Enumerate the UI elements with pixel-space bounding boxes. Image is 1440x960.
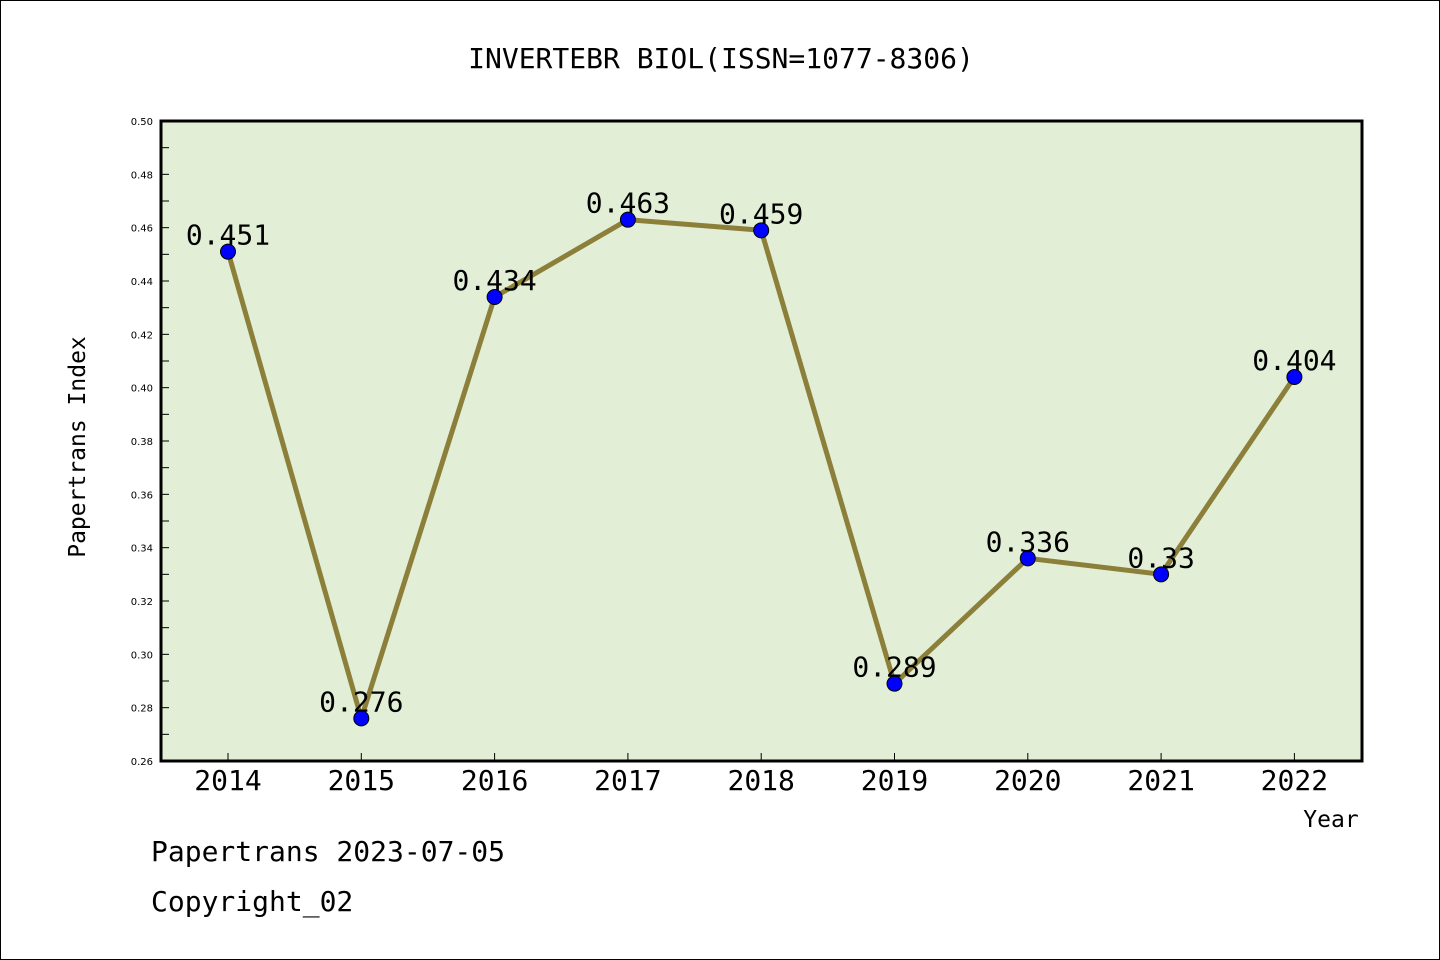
- y-tick-label: 0.26: [131, 757, 153, 768]
- data-label: 0.33: [1127, 541, 1194, 574]
- y-tick-label: 0.50: [131, 117, 153, 128]
- y-tick-label: 0.44: [131, 277, 153, 288]
- data-point: [220, 243, 236, 260]
- data-point: [353, 710, 370, 727]
- y-tick-label: 0.32: [131, 597, 153, 608]
- y-tick-label: 0.46: [131, 224, 153, 235]
- x-tick-label: 2016: [461, 764, 528, 797]
- data-point: [753, 222, 770, 239]
- x-tick-label: 2021: [1127, 764, 1194, 797]
- x-tick-label: 2018: [727, 764, 794, 797]
- y-tick-label: 0.30: [131, 650, 153, 661]
- data-label: 0.289: [852, 651, 936, 684]
- x-tick-label: 2022: [1261, 764, 1328, 797]
- footer-copyright: Copyright_02: [151, 885, 354, 918]
- y-tick-label: 0.28: [131, 704, 153, 715]
- y-axis-title: Papertrans Index: [65, 336, 91, 558]
- footer-date: Papertrans 2023-07-05: [151, 835, 506, 868]
- y-tick-label: 0.34: [131, 544, 153, 555]
- series-group: [220, 211, 1303, 727]
- x-tick-label: 2017: [594, 764, 661, 797]
- y-tick-label: 0.48: [131, 170, 153, 181]
- data-point: [1153, 566, 1170, 583]
- data-label: 0.459: [719, 197, 803, 230]
- chart-title: INVERTEBR BIOL(ISSN=1077-8306): [468, 42, 974, 75]
- data-point: [619, 211, 636, 228]
- x-tick-label: 2020: [994, 764, 1061, 797]
- data-label: 0.404: [1252, 344, 1336, 377]
- y-tick-label: 0.42: [131, 330, 153, 341]
- data-point: [886, 675, 903, 692]
- x-tick-label: 2014: [194, 764, 261, 797]
- data-label: 0.276: [319, 685, 403, 718]
- data-point: [486, 289, 503, 305]
- data-label: 0.451: [186, 219, 270, 252]
- data-point: [1286, 369, 1303, 385]
- x-axis-title: Year: [1303, 807, 1358, 833]
- y-tick-label: 0.40: [131, 384, 153, 395]
- y-tick-label: 0.36: [131, 490, 153, 501]
- axis-ticks: 0.26 0.28 0.30 0.32 0.34 0.36 0.38 0.40 0.42 0.44…: [131, 117, 1328, 797]
- data-point: [1019, 550, 1036, 567]
- data-label: 0.336: [986, 525, 1070, 558]
- data-label: 0.463: [586, 187, 670, 220]
- x-tick-label: 2015: [328, 764, 395, 797]
- x-tick-label: 2019: [861, 764, 928, 797]
- y-tick-label: 0.38: [131, 437, 153, 448]
- data-label: 0.434: [452, 264, 536, 297]
- data-labels: 0.451 0.276 0.434 0.463 0.459 0.289 0.336 0.33 0…: [186, 187, 1337, 719]
